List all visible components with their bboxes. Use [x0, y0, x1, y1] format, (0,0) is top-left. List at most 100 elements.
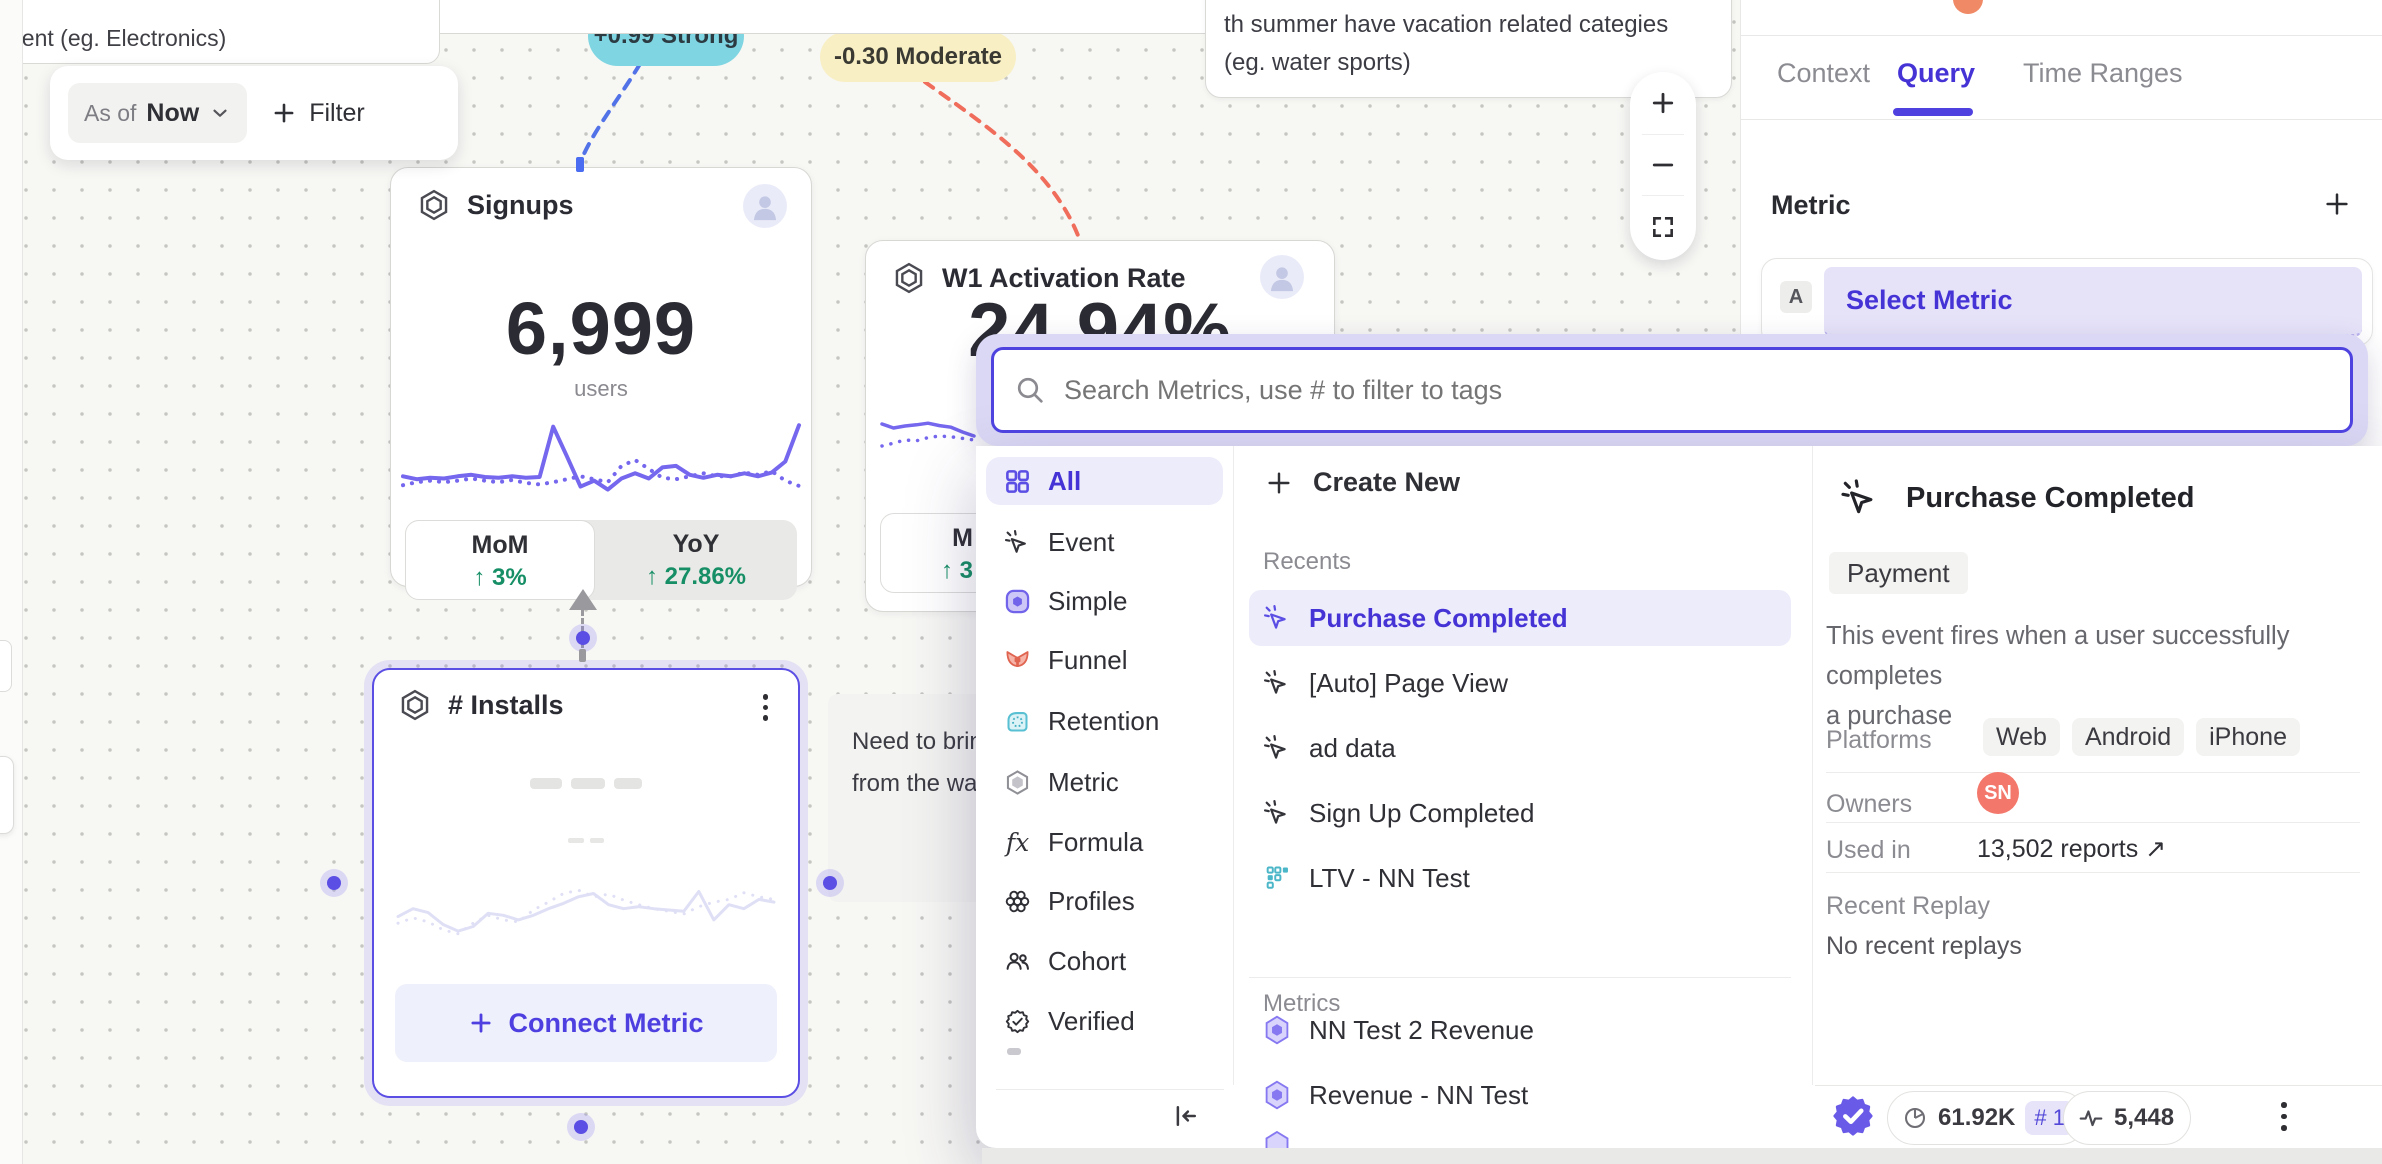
live-count-pill[interactable]: 5,448	[2063, 1091, 2192, 1145]
tab-query-underline	[1893, 108, 1973, 116]
recent-item-auto-page-view[interactable]: [Auto] Page View	[1249, 655, 1791, 711]
category-event[interactable]: Event	[986, 518, 1223, 566]
modal-divider-2	[1812, 446, 1813, 1085]
recent-item-ad-data[interactable]: ad data	[1249, 720, 1791, 776]
metric-gem-icon	[1263, 1080, 1291, 1110]
collapse-sidebar-button[interactable]	[1166, 1096, 1206, 1136]
category-metric[interactable]: Metric	[986, 758, 1223, 806]
toggle-mom-partial[interactable]: M ↑ 3	[880, 513, 978, 593]
metric-gem-icon	[1263, 1015, 1291, 1045]
plus-icon	[468, 1010, 494, 1036]
category-cohort[interactable]: Cohort	[986, 937, 1223, 985]
search-icon	[1014, 374, 1046, 406]
card-title: W1 Activation Rate	[942, 262, 1186, 293]
tab-context[interactable]: Context	[1777, 58, 1871, 88]
detail-tag[interactable]: Payment	[1829, 552, 1968, 594]
sticky-note-need[interactable]: Need to brin from the wa	[828, 694, 978, 902]
metric-item-revenue-nn-test[interactable]: Revenue - NN Test	[1249, 1067, 1791, 1123]
select-metric-label: Select Metric	[1846, 285, 2013, 315]
selection-handle-left[interactable]	[327, 876, 341, 890]
zoom-in-button[interactable]	[1630, 72, 1696, 134]
search-metrics-input[interactable]	[1062, 373, 2350, 407]
recent-item-purchase-completed[interactable]: Purchase Completed	[1249, 590, 1791, 646]
recent-item-ltv-nn-test[interactable]: LTV - NN Test	[1249, 850, 1791, 906]
owner-avatar[interactable]: SN	[1977, 772, 2019, 814]
as-of-dropdown[interactable]: As of Now	[68, 83, 248, 143]
platform-chip[interactable]: Android	[2071, 718, 2185, 756]
left-edge-button-partial[interactable]	[0, 756, 14, 834]
metric-item-nn-test-2-revenue[interactable]: NN Test 2 Revenue	[1249, 1002, 1791, 1058]
toggle-yoy[interactable]: YoY ↑ 27.86%	[595, 520, 797, 600]
sparkline-w1	[878, 409, 978, 461]
category-formula[interactable]: fx Formula	[986, 818, 1223, 866]
sparkline-signups	[399, 416, 803, 502]
filter-button[interactable]: Filter	[271, 99, 365, 128]
metric-card-installs[interactable]: # Installs Connect Metric	[372, 668, 800, 1098]
metric-card-signups[interactable]: Signups 6,999 users MoM ↑ 3% YoY ↑ 27.86…	[390, 167, 812, 600]
event-icon	[1263, 669, 1291, 697]
platform-chip[interactable]: Web	[1983, 718, 2060, 756]
sticky-note-line1: th summer have vacation related categies	[1224, 11, 1669, 38]
selection-handle-bottom[interactable]	[574, 1120, 588, 1134]
metric-clause-row[interactable]: A Select Metric	[1761, 258, 2373, 346]
create-new-label: Create New	[1313, 467, 1461, 497]
category-verified[interactable]: Verified	[986, 997, 1223, 1045]
mom-label: M	[952, 524, 973, 552]
fullscreen-button[interactable]	[1630, 196, 1696, 258]
category-funnel[interactable]: Funnel	[986, 636, 1223, 684]
sticky-note-line2: (eg. water sports)	[1224, 49, 1411, 76]
connect-metric-label: Connect Metric	[508, 1007, 704, 1038]
category-label: Profiles	[1048, 885, 1135, 916]
connector-handle[interactable]	[576, 631, 590, 645]
toggle-mom[interactable]: MoM ↑ 3%	[405, 520, 595, 600]
detail-used-in-value[interactable]: 13,502 reports ↗	[1977, 835, 2167, 863]
correlation-badge-moderate[interactable]: -0.30 Moderate	[820, 32, 1016, 82]
recents-section-label: Recents	[1263, 548, 1352, 575]
platform-chip[interactable]: iPhone	[2196, 718, 2300, 756]
create-new-button[interactable]: Create New	[1265, 467, 1460, 498]
detail-description: This event fires when a user successfull…	[1826, 622, 2290, 730]
add-metric-button[interactable]	[2319, 186, 2355, 222]
as-of-value: Now	[146, 98, 200, 127]
connect-metric-button[interactable]: Connect Metric	[395, 984, 777, 1062]
metric-hexagon-icon	[892, 261, 926, 295]
red-dashed-curve	[923, 80, 1081, 240]
category-partial-item	[1007, 1048, 1021, 1055]
modal-divider-1	[1233, 446, 1234, 1085]
recent-item-sign-up-completed[interactable]: Sign Up Completed	[1249, 785, 1791, 841]
metric-hexagon-icon	[1004, 769, 1031, 796]
zoom-out-button[interactable]	[1630, 135, 1696, 195]
sidebar-footer: 61.92K # 1 5,448	[1815, 1085, 2382, 1149]
avatar[interactable]	[743, 184, 787, 228]
events-count-pill[interactable]: 61.92K # 1	[1887, 1091, 2087, 1145]
card-menu-button[interactable]	[759, 690, 773, 725]
sticky-note-electronics[interactable]: nent (eg. Electronics)	[0, 0, 440, 64]
left-panel-edge	[0, 0, 23, 1164]
category-label: Verified	[1048, 1005, 1135, 1036]
footer-menu-button[interactable]	[2275, 1096, 2293, 1137]
category-profiles[interactable]: Profiles	[986, 877, 1223, 925]
connector-anchor-installs	[579, 649, 586, 662]
tab-query[interactable]: Query	[1897, 58, 1976, 88]
blue-dashed-curve	[577, 62, 642, 168]
category-simple[interactable]: Simple	[986, 577, 1223, 625]
selection-handle-right[interactable]	[823, 876, 837, 890]
recent-item-label: ad data	[1309, 732, 1396, 763]
left-edge-button-partial[interactable]	[0, 640, 12, 692]
tab-time-ranges[interactable]: Time Ranges	[2023, 58, 2183, 88]
formula-icon: fx	[1005, 827, 1030, 857]
person-icon	[753, 196, 777, 221]
skeleton-dashes	[374, 838, 798, 843]
kebab-icon	[762, 694, 768, 700]
category-all[interactable]: All	[986, 457, 1223, 505]
metrics-section-label: Metrics	[1263, 990, 1341, 1017]
skeleton-bars	[374, 778, 798, 789]
card-value: 6,999	[505, 287, 697, 370]
event-icon	[1263, 799, 1291, 827]
cohort-icon	[1004, 948, 1031, 975]
category-retention[interactable]: Retention	[986, 697, 1223, 745]
avatar[interactable]	[1260, 255, 1304, 299]
verified-badge-icon[interactable]	[1830, 1093, 1876, 1139]
select-metric-field[interactable]: Select Metric	[1824, 267, 2362, 337]
